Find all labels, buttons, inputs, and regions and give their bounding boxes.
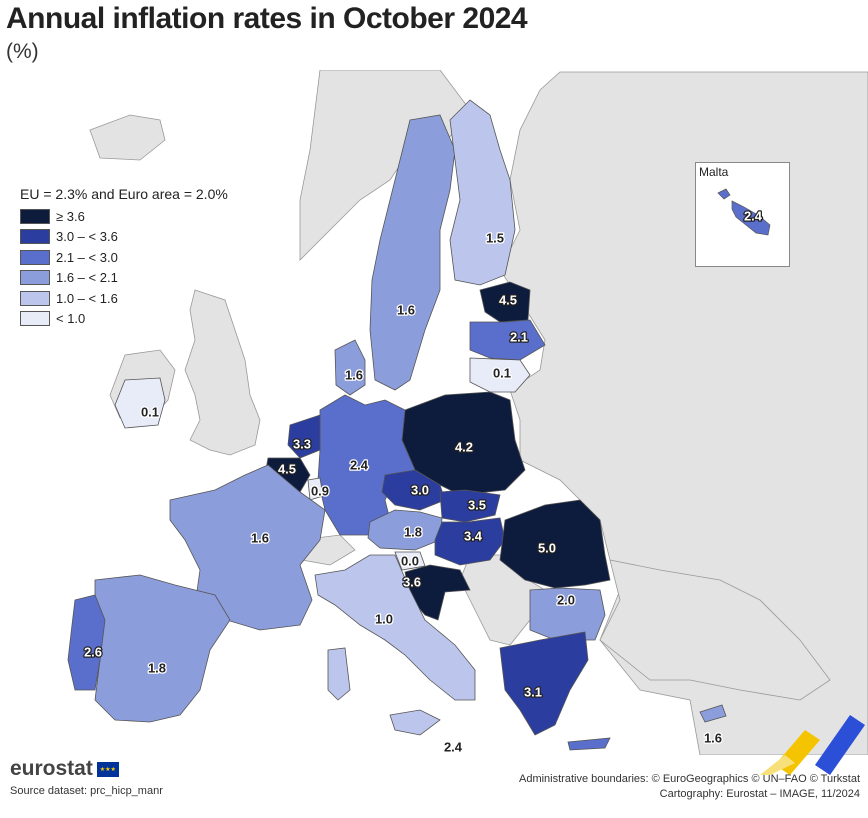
legend-label: 3.0 – < 3.6 [56, 229, 118, 245]
legend-label: ≥ 3.6 [56, 208, 85, 224]
label-LU: 0.9 [311, 483, 329, 498]
legend-swatch [20, 290, 50, 306]
label-PL: 4.2 [455, 439, 473, 454]
label-EL: 3.1 [524, 684, 542, 699]
country-BG [529, 587, 606, 641]
country-CZ [381, 469, 446, 511]
legend-item: 1.6 – < 2.1 [20, 268, 228, 289]
country-CY [699, 704, 727, 723]
label-FR: 1.6 [251, 530, 269, 545]
country-IE [114, 377, 166, 429]
label-BG: 2.0 [557, 592, 575, 607]
country-DK [334, 339, 366, 396]
country-labels: 0.1 2.6 1.8 1.6 4.5 3.3 0.9 2.4 1.6 1.6 … [83, 229, 724, 755]
country-IT-sardinia [327, 647, 351, 701]
label-MT-inset: 2.4 [744, 208, 763, 223]
label-CY: 1.6 [704, 730, 722, 745]
eu-countries [67, 99, 727, 751]
map-legend: EU = 2.3% and Euro area = 2.0% ≥ 3.6 3.0… [20, 186, 228, 329]
country-LT [469, 357, 531, 393]
map-title: Annual inflation rates in October 2024 [6, 2, 528, 35]
label-FI: 1.5 [486, 230, 504, 245]
eu-flag-icon: ★★★ [96, 761, 119, 777]
legend-label: < 1.0 [56, 311, 86, 327]
credits: Administrative boundaries: © EuroGeograp… [519, 772, 860, 802]
country-FI [449, 99, 516, 286]
malta-island [717, 188, 731, 200]
label-ES: 1.8 [148, 660, 166, 675]
legend-item: 2.1 – < 3.0 [20, 247, 228, 268]
eurostat-logo: eurostat ★★★ [10, 757, 119, 781]
legend-item: 1.0 – < 1.6 [20, 288, 228, 309]
country-NL [287, 414, 321, 459]
label-EE: 4.5 [499, 292, 517, 307]
country-LU [307, 477, 324, 501]
legend-item: 3.0 – < 3.6 [20, 227, 228, 248]
malta-inset-title: Malta [699, 165, 729, 179]
legend-label: 2.1 – < 3.0 [56, 249, 118, 265]
label-IE: 0.1 [141, 404, 159, 419]
map-subtitle: (%) [6, 40, 39, 63]
legend-swatch [20, 229, 50, 245]
label-RO: 5.0 [538, 540, 556, 555]
label-DK: 1.6 [345, 367, 363, 382]
country-SE [369, 114, 456, 391]
legend-swatch [20, 270, 50, 286]
malta-inset: Malta 2.4 [695, 162, 790, 267]
credits-cartography: Cartography: Eurostat – IMAGE, 11/2024 [659, 788, 860, 800]
label-SI: 0.0 [401, 553, 419, 568]
label-AT: 1.8 [404, 524, 422, 539]
country-IT-sicily [389, 709, 441, 736]
country-LV [469, 319, 546, 361]
label-MT-main: 2.4 [444, 739, 463, 754]
legend-swatch [20, 249, 50, 265]
country-PT [67, 594, 106, 691]
legend-swatch [20, 208, 50, 224]
label-LT: 0.1 [493, 365, 511, 380]
country-IT [314, 554, 476, 701]
country-EL [499, 631, 589, 736]
label-LV: 2.1 [510, 329, 528, 344]
country-MT [567, 737, 611, 751]
label-SE: 1.6 [397, 302, 415, 317]
source-dataset: Source dataset: prc_hicp_manr [10, 785, 163, 797]
label-SK: 3.5 [468, 497, 486, 512]
legend-item: < 1.0 [20, 309, 228, 330]
legend-title: EU = 2.3% and Euro area = 2.0% [20, 186, 228, 202]
corner-stripes-icon [760, 715, 865, 775]
country-FR [169, 464, 326, 631]
legend-item: ≥ 3.6 [20, 206, 228, 227]
label-NL: 3.3 [293, 436, 311, 451]
label-BE: 4.5 [278, 461, 296, 476]
legend-swatch [20, 311, 50, 327]
label-CZ: 3.0 [411, 482, 429, 497]
malta-inset-map: 2.4 [717, 188, 771, 236]
country-HU [434, 517, 506, 566]
label-DE: 2.4 [350, 457, 369, 472]
legend-label: 1.0 – < 1.6 [56, 290, 118, 306]
legend-label: 1.6 – < 2.1 [56, 270, 118, 286]
brand-name: eurostat [10, 757, 93, 780]
label-HR: 3.6 [403, 574, 421, 589]
label-PT: 2.6 [84, 644, 102, 659]
credits-boundaries: Administrative boundaries: © EuroGeograp… [518, 773, 860, 785]
country-RO [499, 499, 611, 589]
label-HU: 3.4 [464, 528, 483, 543]
label-IT: 1.0 [375, 611, 393, 626]
malta-island [731, 200, 771, 236]
